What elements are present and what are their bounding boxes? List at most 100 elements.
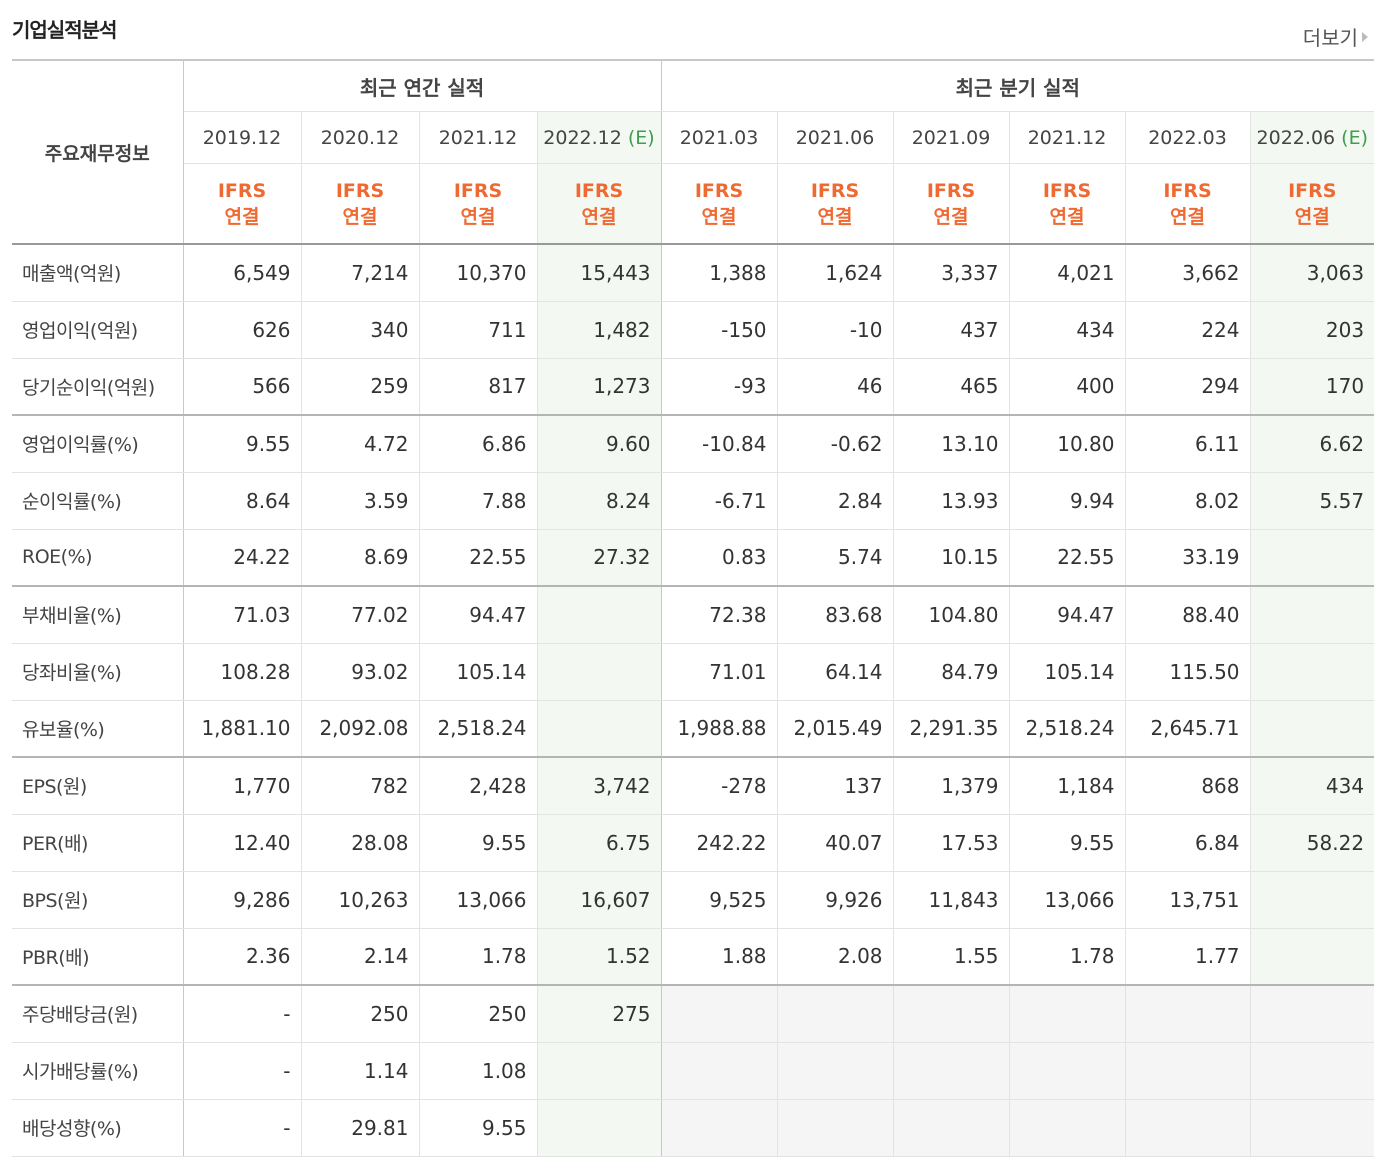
- consolidated-label: 연결: [933, 205, 969, 228]
- table-cell: 10,370: [418, 244, 537, 302]
- table-cell: 58.22: [1249, 814, 1375, 872]
- table-cell: 400: [1008, 358, 1126, 416]
- table-row: ROE(%) 24.22 8.69 22.55 27.32 0.83 5.74 10.15 22…: [12, 529, 1375, 587]
- table-cell: 2.84: [776, 472, 894, 530]
- table-cell: 3,063: [1249, 244, 1375, 302]
- empty-cell: [776, 985, 894, 1043]
- table-cell: 8.02: [1124, 472, 1251, 530]
- table-cell: 275: [536, 985, 662, 1043]
- ifrs-label: IFRS: [810, 179, 860, 202]
- table-cell: 8.69: [300, 529, 419, 587]
- table-cell: 105.14: [1008, 643, 1126, 701]
- table-cell: 340: [300, 301, 419, 359]
- table-cell: 2,092.08: [300, 700, 419, 758]
- period-header: 2022.12 (E): [536, 111, 662, 164]
- empty-cell: [660, 1042, 778, 1100]
- table-cell: 115.50: [1124, 643, 1251, 701]
- row-label: 매출액(억원): [12, 244, 184, 302]
- period-header: 2021.12: [1008, 111, 1126, 164]
- table-cell: 2.08: [776, 928, 894, 986]
- empty-cell: [892, 1099, 1010, 1157]
- table-cell: 2,518.24: [1008, 700, 1126, 758]
- table-cell: 9.55: [418, 1099, 537, 1157]
- more-label: 더보기: [1302, 26, 1358, 50]
- empty-cell: [1124, 1099, 1251, 1157]
- table-cell: 46: [776, 358, 894, 416]
- table-row: 매출액(억원) 6,549 7,214 10,370 15,443 1,388 1,624 3…: [12, 244, 1375, 302]
- empty-cell: [1124, 985, 1251, 1043]
- table-cell: 105.14: [418, 643, 537, 701]
- empty-cell: [1008, 1042, 1126, 1100]
- ifrs-label: IFRS: [1163, 179, 1212, 202]
- table-cell: 3,742: [536, 757, 662, 815]
- table-row: 순이익률(%) 8.64 3.59 7.88 8.24 -6.71 2.84 13.93 9.9…: [12, 472, 1375, 530]
- table-cell: [1249, 871, 1375, 929]
- table-cell: 104.80: [892, 586, 1010, 644]
- table-cell: 817: [418, 358, 537, 416]
- table-cell: 3,337: [892, 244, 1010, 302]
- table-cell: 16,607: [536, 871, 662, 929]
- period-header: 2021.12: [418, 111, 537, 164]
- period-header: 2021.03: [660, 111, 778, 164]
- table-cell: 1.08: [418, 1042, 537, 1100]
- table-cell: 28.08: [300, 814, 419, 872]
- table-cell: 9.55: [1008, 814, 1126, 872]
- table-cell: 22.55: [1008, 529, 1126, 587]
- table-cell: 259: [300, 358, 419, 416]
- period-date: 2021.12: [438, 126, 518, 149]
- row-label: 영업이익(억원): [12, 301, 184, 359]
- table-cell: 9.55: [183, 415, 301, 473]
- table-cell: 9,926: [776, 871, 894, 929]
- table-cell: 1,988.88: [660, 700, 778, 758]
- table-cell: 6.11: [1124, 415, 1251, 473]
- estimate-mark: (E): [627, 126, 655, 149]
- table-cell: 108.28: [183, 643, 301, 701]
- consolidated-label: 연결: [460, 205, 496, 228]
- period-header: 2020.12: [300, 111, 419, 164]
- chevron-right-icon: [1362, 31, 1368, 42]
- table-cell: 9,525: [660, 871, 778, 929]
- table-cell: 33.19: [1124, 529, 1251, 587]
- period-date: 2022.03: [1148, 126, 1227, 149]
- row-label: ROE(%): [12, 529, 184, 587]
- empty-cell: [660, 1099, 778, 1157]
- table-cell: 9.55: [418, 814, 537, 872]
- empty-cell: [1249, 1099, 1375, 1157]
- row-label: 유보율(%): [12, 700, 184, 758]
- table-cell: 1.55: [892, 928, 1010, 986]
- table-cell: -: [183, 1042, 301, 1100]
- table-cell: 6.84: [1124, 814, 1251, 872]
- ifrs-badge: IFRS 연결: [536, 163, 662, 245]
- table-cell: 2,015.49: [776, 700, 894, 758]
- table-cell: 6,549: [183, 244, 301, 302]
- table-row: 당좌비율(%) 108.28 93.02 105.14 71.01 64.14 84.79 1…: [12, 643, 1375, 701]
- consolidated-label: 연결: [701, 205, 737, 228]
- table-cell: -10.84: [660, 415, 778, 473]
- table-cell: [536, 643, 662, 701]
- row-label: PER(배): [12, 814, 184, 872]
- empty-cell: [776, 1099, 894, 1157]
- table-cell: 24.22: [183, 529, 301, 587]
- table-cell: 84.79: [892, 643, 1010, 701]
- consolidated-label: 연결: [1294, 205, 1330, 228]
- row-label: 당좌비율(%): [12, 643, 184, 701]
- more-link[interactable]: 더보기: [1303, 22, 1368, 51]
- table-cell: 1,624: [776, 244, 894, 302]
- table-cell: -6.71: [660, 472, 778, 530]
- table-cell: 2,645.71: [1124, 700, 1251, 758]
- table-row: 시가배당률(%) -1.14 1.08: [12, 1042, 1375, 1100]
- table-cell: 2.36: [183, 928, 301, 986]
- table-cell: 9,286: [183, 871, 301, 929]
- table-cell: 1,184: [1008, 757, 1126, 815]
- ifrs-badge: IFRS 연결: [1124, 163, 1251, 245]
- table-cell: 29.81: [300, 1099, 419, 1157]
- table-cell: -: [183, 1099, 301, 1157]
- table-cell: 437: [892, 301, 1010, 359]
- period-header: 2022.06 (E): [1249, 111, 1375, 164]
- ifrs-badge: IFRS 연결: [1249, 163, 1375, 245]
- table-cell: 1.78: [1008, 928, 1126, 986]
- period-date: 2019.12: [202, 126, 282, 149]
- empty-cell: [776, 1042, 894, 1100]
- table-row: BPS(원) 9,286 10,263 13,066 16,607 9,525 9,926 1…: [12, 871, 1375, 929]
- ifrs-label: IFRS: [1288, 179, 1337, 202]
